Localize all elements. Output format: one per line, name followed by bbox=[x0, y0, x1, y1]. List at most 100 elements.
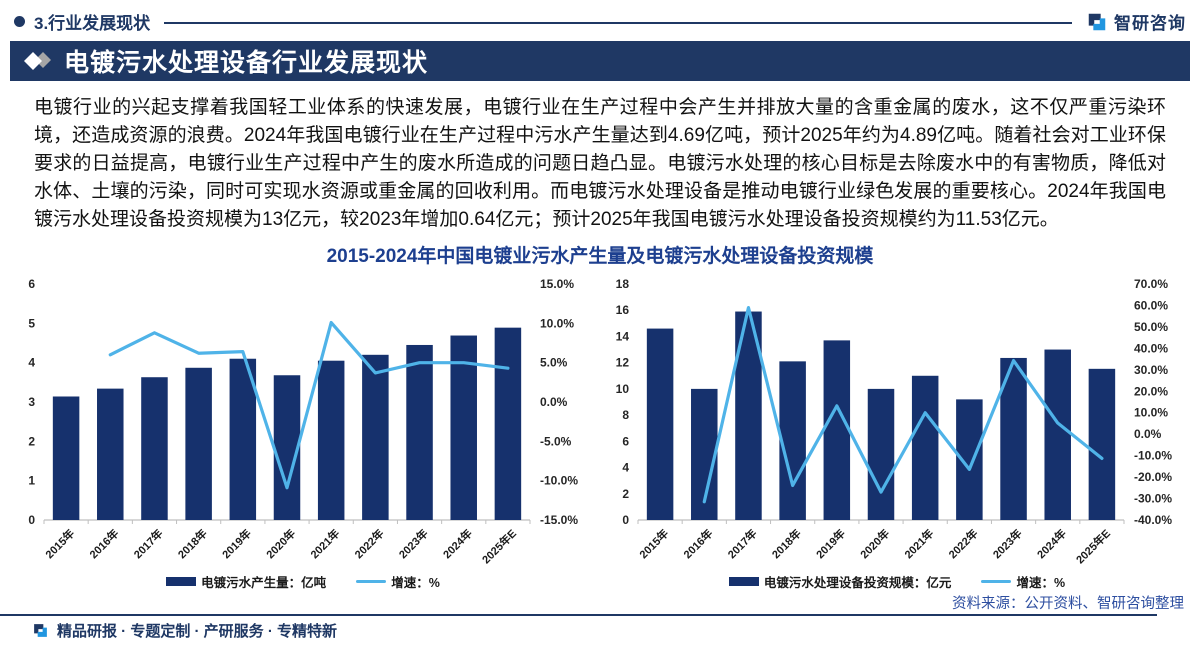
right-axis-tick-label: 0.0% bbox=[1134, 427, 1162, 441]
bar bbox=[779, 361, 806, 520]
left-axis-tick-label: 4 bbox=[28, 356, 35, 370]
bar bbox=[362, 354, 389, 520]
charts-row: 6 5 4 3 2 1 0 15.0% 10.0% 5.0% 0.0% -5.0% -10.0% -15.… bbox=[0, 268, 1200, 591]
investment-scale-chart: 18 16 14 12 10 8 6 4 2 0 70.0% 60.0% 50.0% 40.0% 30.0%… bbox=[600, 270, 1194, 591]
x-axis-category-label: 2017年 bbox=[725, 526, 760, 561]
right-axis-tick-label: 20.0% bbox=[1134, 384, 1168, 398]
bar bbox=[406, 344, 433, 520]
intro-paragraph: 电镀行业的兴起支撑着我国轻工业体系的快速发展，电镀行业在生产过程中会产生并排放大… bbox=[34, 97, 1166, 230]
left-axis-tick-label: 16 bbox=[616, 303, 630, 317]
right-axis-tick-label: -30.0% bbox=[1134, 492, 1172, 506]
left-axis-tick-label: 18 bbox=[616, 277, 630, 291]
bar bbox=[1044, 349, 1071, 520]
legend-bar-item: 电镀污水处理设备投资规模：亿元 bbox=[728, 572, 951, 591]
x-axis-category-label: 2024年 bbox=[1034, 526, 1069, 561]
left-axis-tick-label: 8 bbox=[622, 408, 629, 422]
legend-line-label: 增速：% bbox=[391, 576, 440, 590]
page-header: 3.行业发展现状 智研咨询 bbox=[0, 0, 1200, 34]
x-axis-category-label: 2017年 bbox=[131, 526, 166, 561]
right-axis-tick-label: 30.0% bbox=[1134, 363, 1168, 377]
legend-line-item: 增速：% bbox=[981, 572, 1065, 591]
company-logo: 智研咨询 bbox=[1086, 9, 1186, 34]
left-axis-tick-label: 10 bbox=[616, 382, 630, 396]
wastewater-chart-legend: 电镀污水产生量：亿吨 增速：% bbox=[6, 572, 600, 591]
growth-line bbox=[108, 320, 510, 490]
banner-title: 电镀污水处理设备行业发展现状 bbox=[64, 49, 429, 77]
right-axis-tick-label: -5.0% bbox=[540, 434, 572, 448]
left-axis-tick-label: 0 bbox=[28, 513, 35, 527]
x-axis-category-label: 2020年 bbox=[857, 526, 892, 561]
bar bbox=[494, 327, 522, 520]
right-axis-tick-label: -10.0% bbox=[1134, 449, 1172, 463]
bar bbox=[317, 360, 345, 520]
x-axis-category-label: 2019年 bbox=[219, 526, 254, 561]
bar bbox=[52, 396, 80, 520]
x-axis-category-label: 2019年 bbox=[813, 526, 848, 561]
bar bbox=[97, 388, 124, 520]
chart-title: 2015-2024年中国电镀业污水产生量及电镀污水处理设备投资规模 bbox=[326, 246, 874, 267]
x-axis-category-label: 2025年E bbox=[1073, 526, 1113, 566]
left-axis-tick-label: 0 bbox=[622, 513, 629, 527]
x-axis-category-label: 2015年 bbox=[42, 526, 77, 561]
left-axis-tick-label: 6 bbox=[28, 277, 35, 291]
right-axis-tick-label: 60.0% bbox=[1134, 298, 1168, 312]
x-axis-category-label: 2023年 bbox=[990, 526, 1025, 561]
right-axis-tick-label: -20.0% bbox=[1134, 470, 1172, 484]
x-axis-category-label: 2021年 bbox=[307, 526, 342, 561]
left-axis-tick-label: 3 bbox=[28, 395, 35, 409]
x-axis-category-label: 2016年 bbox=[680, 526, 715, 561]
section-banner: 电镀污水处理设备行业发展现状 bbox=[10, 41, 1190, 81]
bar bbox=[1088, 368, 1116, 520]
x-axis-category-label: 2018年 bbox=[175, 526, 210, 561]
growth-line bbox=[702, 305, 1104, 504]
zhiyan-logo-icon-small bbox=[34, 624, 47, 637]
right-axis-tick-label: -10.0% bbox=[540, 474, 578, 488]
bar bbox=[229, 358, 257, 520]
left-axis-tick-label: 2 bbox=[28, 434, 35, 448]
bar bbox=[450, 335, 477, 520]
bar bbox=[185, 367, 212, 520]
x-axis-category-label: 2022年 bbox=[945, 526, 980, 561]
footer-tagline: 精品研报 · 专题定制 · 产研服务 · 专精特新 bbox=[57, 623, 337, 640]
x-axis-category-label: 2023年 bbox=[396, 526, 431, 561]
source-note: 资料来源：公开资料、智研咨询整理 bbox=[952, 596, 1184, 612]
line-swatch-icon bbox=[356, 579, 387, 584]
section-title: 3.行业发展现状 bbox=[34, 14, 151, 33]
x-axis-category-label: 2020年 bbox=[263, 526, 298, 561]
legend-line-label: 增速：% bbox=[1016, 576, 1066, 590]
legend-bar-item: 电镀污水产生量：亿吨 bbox=[166, 572, 326, 591]
investment-chart-legend: 电镀污水处理设备投资规模：亿元 增速：% bbox=[600, 572, 1194, 591]
logo-text: 智研咨询 bbox=[1114, 14, 1186, 33]
right-axis-tick-label: 70.0% bbox=[1134, 277, 1168, 291]
x-axis-category-label: 2015年 bbox=[636, 526, 671, 561]
right-axis-tick-label: 10.0% bbox=[540, 316, 574, 330]
x-axis-category-label: 2024年 bbox=[440, 526, 475, 561]
right-axis-tick-label: 10.0% bbox=[1134, 406, 1168, 420]
left-axis-tick-label: 4 bbox=[622, 461, 629, 475]
x-axis-category-label: 2018年 bbox=[769, 526, 804, 561]
bar bbox=[911, 375, 939, 520]
footer: 精品研报 · 专题定制 · 产研服务 · 专精特新 bbox=[0, 616, 1200, 641]
left-axis-tick-label: 5 bbox=[28, 316, 35, 330]
legend-bar-label: 电镀污水产生量：亿吨 bbox=[201, 576, 327, 590]
right-axis-tick-label: 50.0% bbox=[1134, 320, 1168, 334]
left-axis-tick-label: 14 bbox=[616, 329, 630, 343]
right-axis-tick-label: 15.0% bbox=[540, 277, 574, 291]
bullet-icon bbox=[14, 16, 25, 27]
wastewater-chart-plot: 6 5 4 3 2 1 0 15.0% 10.0% 5.0% 0.0% -5.0% -10.0% -15.… bbox=[28, 277, 578, 566]
left-axis-tick-label: 12 bbox=[616, 356, 630, 370]
left-axis-tick-label: 6 bbox=[622, 434, 629, 448]
x-axis-category-label: 2022年 bbox=[351, 526, 386, 561]
right-axis-tick-label: -40.0% bbox=[1134, 513, 1172, 527]
bar bbox=[823, 340, 851, 520]
x-axis-category-label: 2025年E bbox=[479, 526, 519, 566]
bar bbox=[273, 375, 301, 520]
bar bbox=[141, 377, 168, 520]
footer-divider bbox=[0, 614, 1157, 616]
x-axis-category-label: 2021年 bbox=[901, 526, 936, 561]
left-axis-tick-label: 1 bbox=[28, 474, 35, 488]
right-axis-tick-label: 40.0% bbox=[1134, 341, 1168, 355]
right-axis-tick-label: 5.0% bbox=[540, 356, 568, 370]
x-axis-category-label: 2016年 bbox=[86, 526, 121, 561]
zhiyan-logo-icon bbox=[1088, 13, 1106, 30]
